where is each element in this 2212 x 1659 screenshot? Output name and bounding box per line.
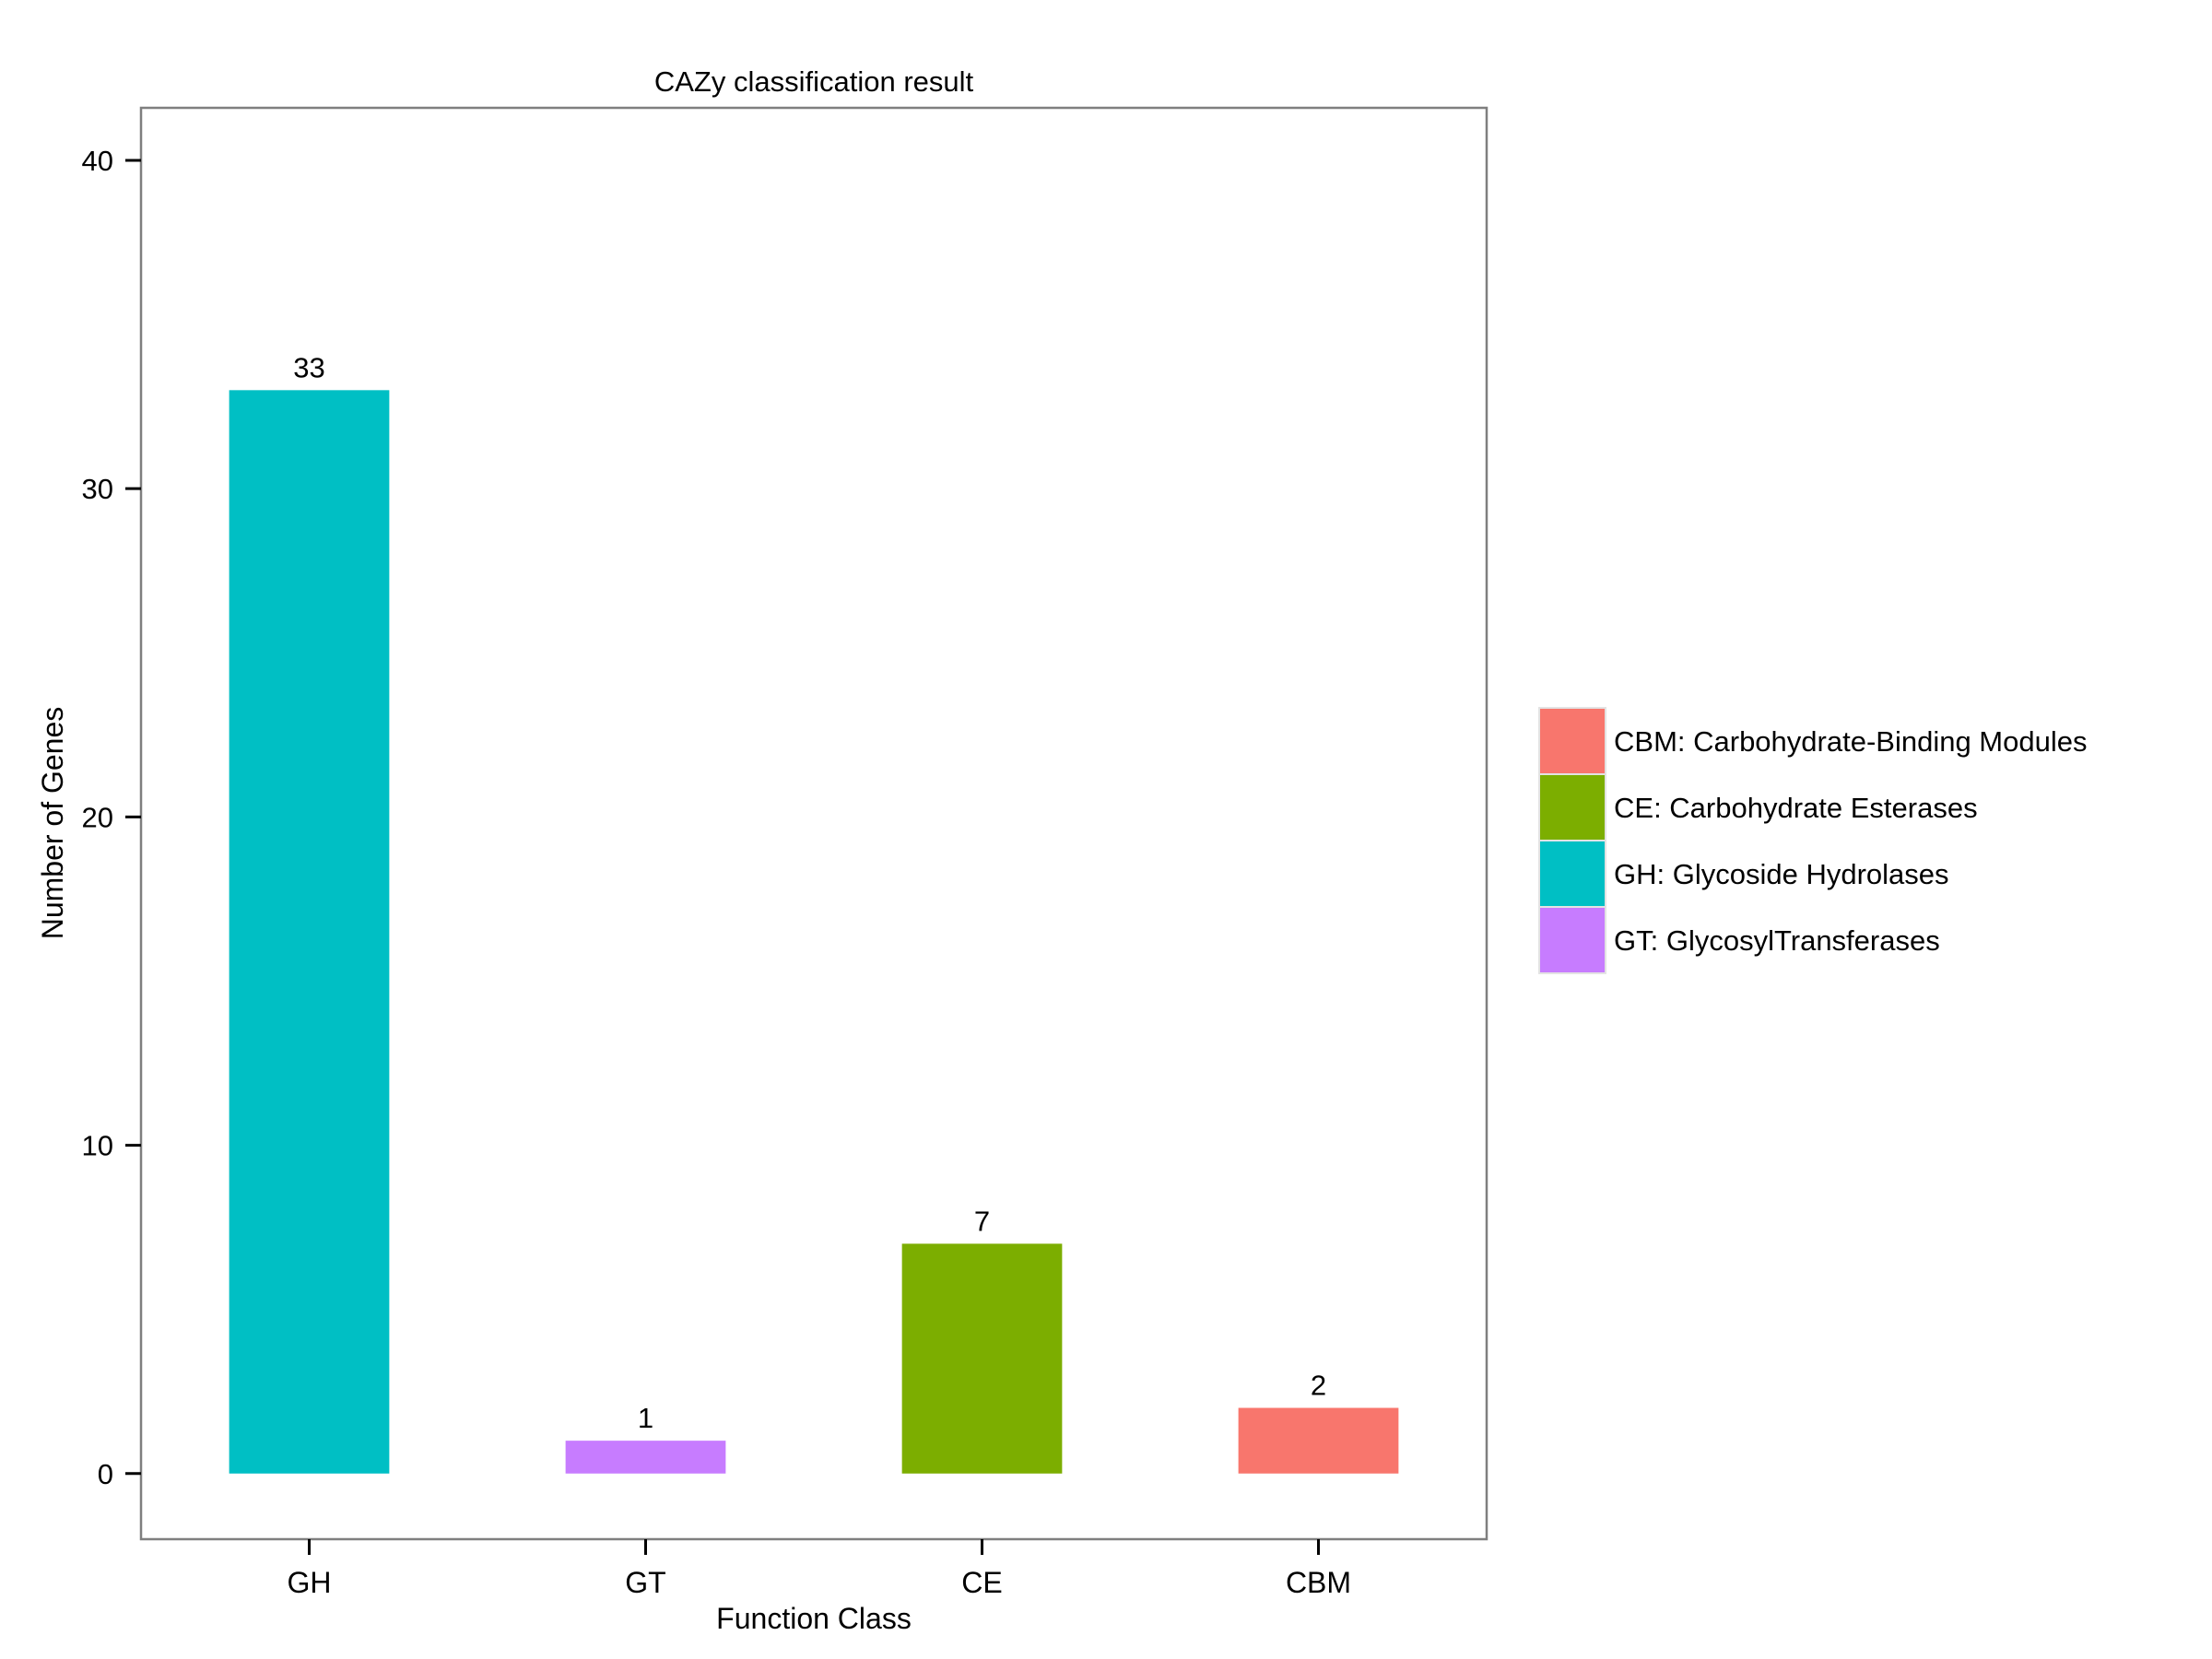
data-label: 2 (1311, 1370, 1326, 1402)
x-tick-label: GT (625, 1566, 665, 1599)
y-tick-label: 30 (82, 473, 113, 505)
x-axis: GH GT CE CBM (288, 1539, 1351, 1599)
legend-swatch (1538, 707, 1606, 775)
x-tick-label: CBM (1286, 1566, 1351, 1599)
legend: CBM: Carbohydrate-Binding Modules CE: Car… (1538, 707, 2087, 974)
data-labels: 33 1 7 2 (293, 351, 1326, 1434)
bars (229, 390, 1399, 1474)
bar-gt (565, 1441, 726, 1474)
x-tick-label: GH (288, 1566, 332, 1599)
data-label: 33 (293, 351, 324, 383)
y-tick-label: 10 (82, 1130, 113, 1162)
legend-label: GT: GlycosylTransferases (1614, 924, 1940, 957)
x-tick-label: CE (961, 1566, 1002, 1599)
y-tick-label: 20 (82, 801, 113, 833)
bar-gh (229, 390, 390, 1474)
legend-swatch (1538, 840, 1606, 908)
data-label: 7 (974, 1205, 990, 1237)
data-label: 1 (638, 1402, 653, 1434)
y-axis: 0 10 20 30 40 (82, 145, 141, 1490)
x-axis-label: Function Class (716, 1602, 912, 1635)
y-axis-label: Number of Genes (36, 707, 69, 940)
bar-ce (901, 1243, 1063, 1474)
legend-swatch (1538, 906, 1606, 974)
legend-label: CBM: Carbohydrate-Binding Modules (1614, 725, 2087, 758)
y-tick-label: 0 (98, 1458, 113, 1490)
legend-label: GH: Glycoside Hydrolases (1614, 858, 1949, 890)
legend-label: CE: Carbohydrate Esterases (1614, 792, 1978, 824)
legend-swatch (1538, 773, 1606, 841)
bar-cbm (1238, 1407, 1399, 1474)
chart-title: CAZy classification result (654, 65, 974, 98)
y-tick-label: 40 (82, 145, 113, 177)
